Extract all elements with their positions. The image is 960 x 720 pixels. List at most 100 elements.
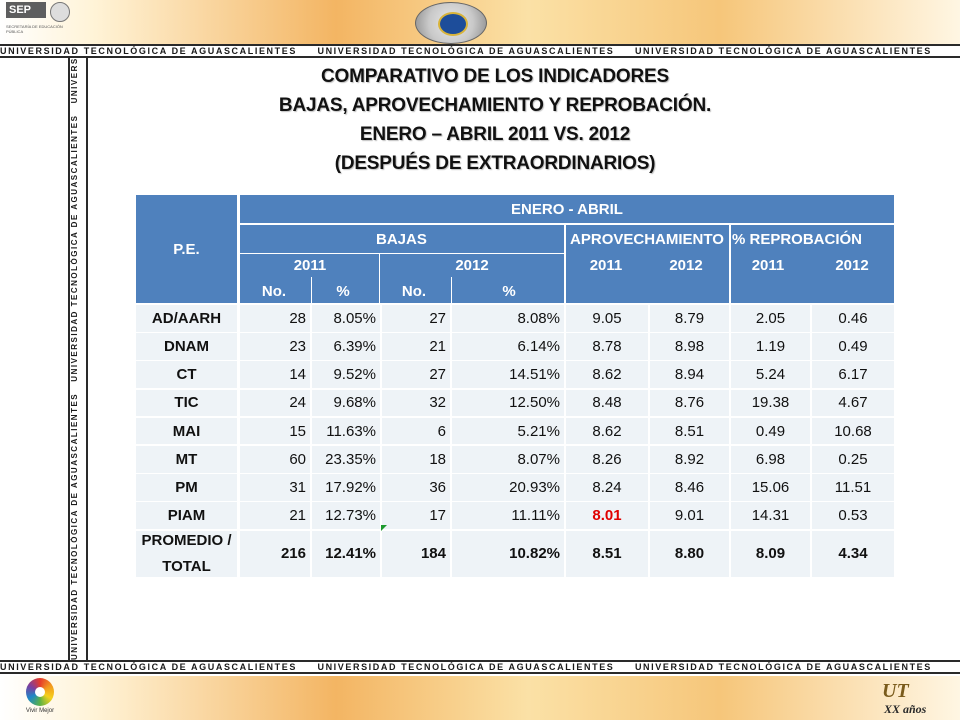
bottom-university-strip: UNIVERSIDAD TECNOLÓGICA DE AGUASCALIENTE… [0, 660, 960, 674]
table-cell: 8.08% [452, 305, 564, 332]
left-strip-text: UNIVERSIDAD TECNOLÓGICA DE AGUASCALIENTE… [70, 58, 79, 660]
row-label: MAI [136, 417, 237, 445]
title-line-3: ENERO – ABRIL 2011 VS. 2012 [359, 124, 631, 145]
table-cell: 8.48 [566, 389, 648, 417]
pe-header: P.E. [136, 195, 237, 303]
table-cell: 8.76 [650, 389, 729, 417]
strip-text-bottom: UNIVERSIDAD TECNOLÓGICA DE AGUASCALIENTE… [0, 662, 932, 672]
group-header-area [240, 225, 894, 303]
sep-subtitle: SECRETARÍA DE EDUCACIÓN PÚBLICA [6, 24, 63, 34]
table-cell: 6.14% [452, 333, 564, 360]
table-cell: 60 [240, 446, 310, 473]
total-cell: 184 [382, 530, 450, 577]
table-cell: 9.68% [312, 389, 380, 417]
row-label: DNAM [136, 333, 237, 360]
table-cell: 8.24 [566, 474, 648, 501]
table-cell: 5.21% [452, 417, 564, 445]
table-cell: 8.79 [650, 305, 729, 332]
table-cell: 9.05 [566, 305, 648, 332]
bottom-strip-rule-top [0, 660, 960, 662]
table-cell: 0.49 [731, 417, 810, 445]
table-cell: 17.92% [312, 474, 380, 501]
sub-header-no-2012: No. [401, 283, 427, 300]
table-cell: 36 [382, 474, 450, 501]
table-cell: 27 [382, 305, 450, 332]
left-rule-b [86, 58, 88, 660]
table-cell: 8.46 [650, 474, 729, 501]
group-header-aprovechamiento: APROVECHAMIENTO [570, 231, 724, 248]
table-cell: 8.94 [650, 361, 729, 388]
ut-mark: UT [882, 680, 909, 702]
table-cell: 9.01 [650, 502, 729, 529]
top-university-strip: UNIVERSIDAD TECNOLÓGICA DE AGUASCALIENTE… [0, 44, 960, 58]
table-cell: 8.26 [566, 446, 648, 473]
sep-logo-text: SEP [6, 2, 46, 18]
total-row-label: PROMEDIO / TOTAL [136, 530, 237, 577]
left-rule-a [68, 58, 70, 660]
year-aprov-2011: 2011 [589, 257, 623, 274]
strip-rule-top [0, 44, 960, 46]
group-header-bajas: BAJAS [376, 231, 427, 248]
table-cell: 6.39% [312, 333, 380, 360]
table-cell: 0.25 [812, 446, 894, 473]
table-cell: 23.35% [312, 446, 380, 473]
bajas-no-divider-a [311, 277, 312, 303]
table-cell: 31 [240, 474, 310, 501]
bajas-year-divider [379, 253, 380, 303]
sub-header-pct-2011: % [336, 283, 350, 300]
table-cell: 8.05% [312, 305, 380, 332]
table-cell: 8.07% [452, 446, 564, 473]
year-reprob-2011: 2011 [751, 257, 785, 274]
year-reprob-2012: 2012 [835, 257, 869, 274]
total-cell: 10.82% [452, 530, 564, 577]
row-label: MT [136, 446, 237, 473]
table-cell: 15 [240, 417, 310, 445]
title-line-4: (DESPUÉS DE EXTRAORDINARIOS) [334, 153, 656, 174]
ut-anniversary-logo: UT XX años [876, 680, 946, 718]
table-cell: 19.38 [731, 389, 810, 417]
table-cell: 2.05 [731, 305, 810, 332]
table-cell: 8.78 [566, 333, 648, 360]
table-cell: 6 [382, 417, 450, 445]
total-cell: 4.34 [812, 530, 894, 577]
table-cell: 0.46 [812, 305, 894, 332]
table-cell: 21 [240, 502, 310, 529]
table-cell: 0.53 [812, 502, 894, 529]
title-line-2: BAJAS, APROVECHAMIENTO Y REPROBACIÓN. [278, 95, 712, 116]
table-cell: 8.92 [650, 446, 729, 473]
table-cell: 12.73% [312, 502, 380, 529]
table-cell: 5.24 [731, 361, 810, 388]
total-cell: 8.80 [650, 530, 729, 577]
page-title: COMPARATIVO DE LOS INDICADORES BAJAS, AP… [200, 62, 790, 178]
table-cell: 11.11% [452, 502, 564, 529]
table-cell: 0.49 [812, 333, 894, 360]
table-cell: 14.51% [452, 361, 564, 388]
left-university-strip: UNIVERSIDAD TECNOLÓGICA DE AGUASCALIENTE… [68, 58, 88, 660]
table-cell: 1.19 [731, 333, 810, 360]
table-cell: 8.62 [566, 417, 648, 445]
table-cell: 6.17 [812, 361, 894, 388]
table-cell: 12.50% [452, 389, 564, 417]
footer-band: Vivir Mejor UT XX años [0, 676, 960, 720]
university-seal-center [438, 12, 468, 36]
table-cell: 11.63% [312, 417, 380, 445]
row-label: PIAM [136, 502, 237, 529]
year-bajas-2011: 2011 [293, 257, 327, 274]
header-divider-2 [729, 225, 731, 303]
vivir-mejor-label: Vivir Mejor [25, 708, 55, 714]
total-cell: 8.09 [731, 530, 810, 577]
sub-header-pct-2012: % [502, 283, 516, 300]
table-cell: 23 [240, 333, 310, 360]
table-cell: 8.51 [650, 417, 729, 445]
table-cell: 14 [240, 361, 310, 388]
vivir-mejor-logo: Vivir Mejor [20, 678, 60, 718]
row-label: CT [136, 361, 237, 388]
title-line-1: COMPARATIVO DE LOS INDICADORES [321, 66, 669, 87]
table-cell: 10.68 [812, 417, 894, 445]
mexico-shield-icon [50, 2, 70, 22]
anniversary-label: XX años [884, 702, 927, 716]
table-cell: 8.98 [650, 333, 729, 360]
table-cell: 9.52% [312, 361, 380, 388]
table-cell: 15.06 [731, 474, 810, 501]
year-aprov-2012: 2012 [669, 257, 703, 274]
